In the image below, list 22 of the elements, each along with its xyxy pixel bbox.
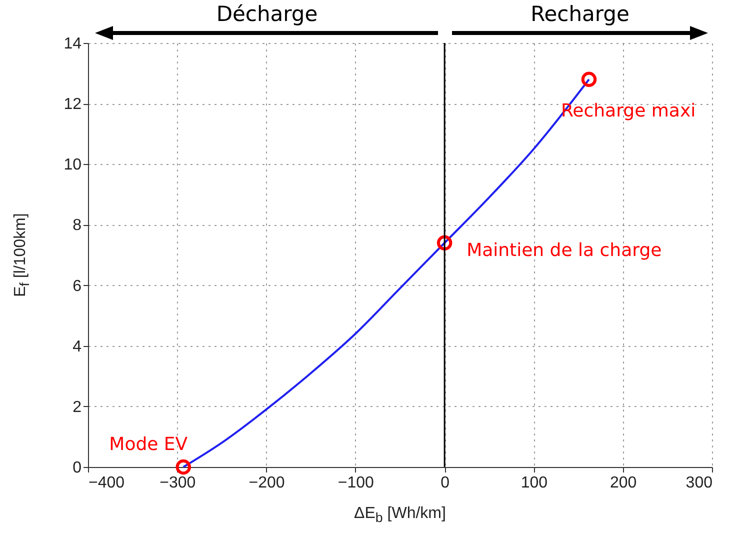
x-tick-label: 0 <box>440 474 450 492</box>
annotation: Recharge maxi <box>560 100 696 122</box>
x-tick-label: 300 <box>686 474 713 492</box>
x-tick-label: −200 <box>248 474 285 492</box>
x-tick-label: 100 <box>520 474 548 492</box>
y-tick-label: 8 <box>72 217 82 234</box>
y-tick-label: 0 <box>72 460 82 476</box>
annotation: Mode EV <box>109 434 188 455</box>
y-tick-label: 14 <box>64 36 82 52</box>
annotation: Maintien de la charge <box>466 240 662 261</box>
x-tick-label: −400 <box>88 474 125 492</box>
y-tick-label: 2 <box>72 398 82 416</box>
y-tick-label: 6 <box>72 278 82 295</box>
y-tick-label: 4 <box>72 338 82 356</box>
y-tick-label: 10 <box>64 156 82 174</box>
y-tick-label: 12 <box>64 96 82 114</box>
text: Recharge <box>530 2 630 26</box>
x-tick-label: 200 <box>610 474 637 492</box>
text: Décharge <box>216 2 318 26</box>
x-tick-label: −300 <box>160 474 196 492</box>
x-tick-label: −100 <box>338 474 374 492</box>
x-axis-title: ΔE$_{b}$ [Wh/km] <box>354 505 446 526</box>
